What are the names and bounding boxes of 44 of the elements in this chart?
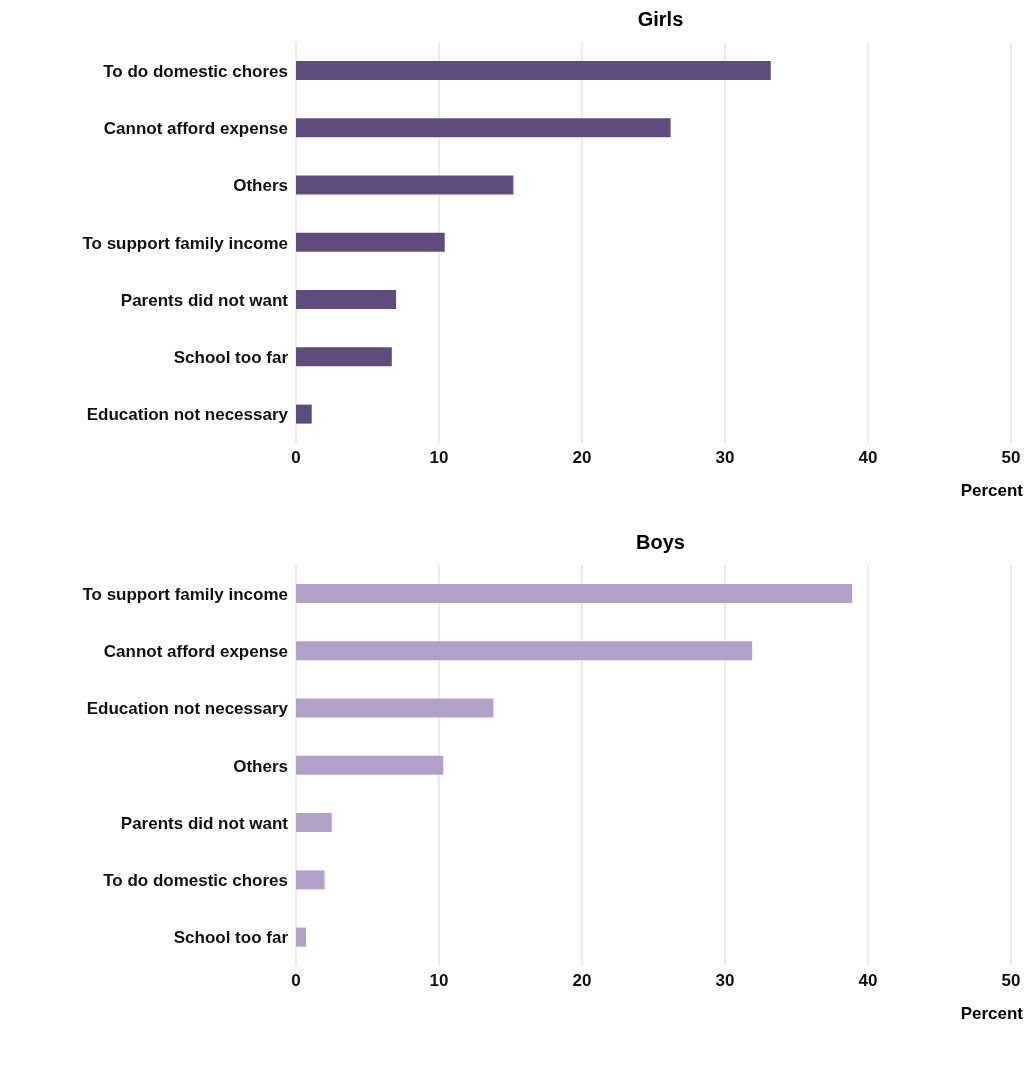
y-tick-label: Parents did not want [120,813,289,833]
x-axis-title: Percent [959,1004,1023,1024]
chart-title: Boys [635,531,686,555]
x-tick-label: 50 [1001,448,1021,468]
x-tick-label: 30 [715,971,735,991]
x-tick-label: 50 [1001,971,1021,991]
bar [296,232,445,252]
x-tick-label: 10 [429,448,449,468]
bar [296,641,753,661]
x-tick-label: 40 [858,971,878,991]
bar [296,870,325,890]
x-tick-label: 0 [291,448,301,468]
bar [296,927,307,947]
bar [296,755,444,775]
x-tick-label: 20 [572,971,592,991]
y-tick-label: Parents did not want [120,290,289,310]
bar [296,404,312,424]
bar [296,60,771,80]
bar [296,698,494,718]
y-tick-label: Others [233,176,288,196]
x-tick-label: 0 [291,971,301,991]
x-tick-label: 20 [572,448,592,468]
y-tick-label: Education not necessary [86,405,289,425]
bar [296,583,853,603]
x-axis-title: Percent [959,481,1023,501]
y-tick-label: School too far [173,928,289,948]
y-tick-label: To do domestic chores [103,61,288,81]
x-tick-label: 10 [429,971,449,991]
y-tick-label: Cannot afford expense [103,118,288,138]
y-tick-label: Others [233,756,288,776]
y-tick-label: To support family income [82,233,288,253]
bar [296,347,392,367]
chart-title: Girls [636,8,685,32]
x-tick-label: 40 [858,448,878,468]
bar [296,290,397,310]
y-tick-label: School too far [173,348,289,368]
y-tick-label: To support family income [82,584,288,604]
y-tick-label: To do domestic chores [103,871,288,891]
y-tick-label: Cannot afford expense [103,641,288,661]
bar [296,175,514,195]
bar [296,813,332,833]
x-tick-label: 30 [715,448,735,468]
y-tick-label: Education not necessary [86,699,289,719]
bar [296,118,671,138]
